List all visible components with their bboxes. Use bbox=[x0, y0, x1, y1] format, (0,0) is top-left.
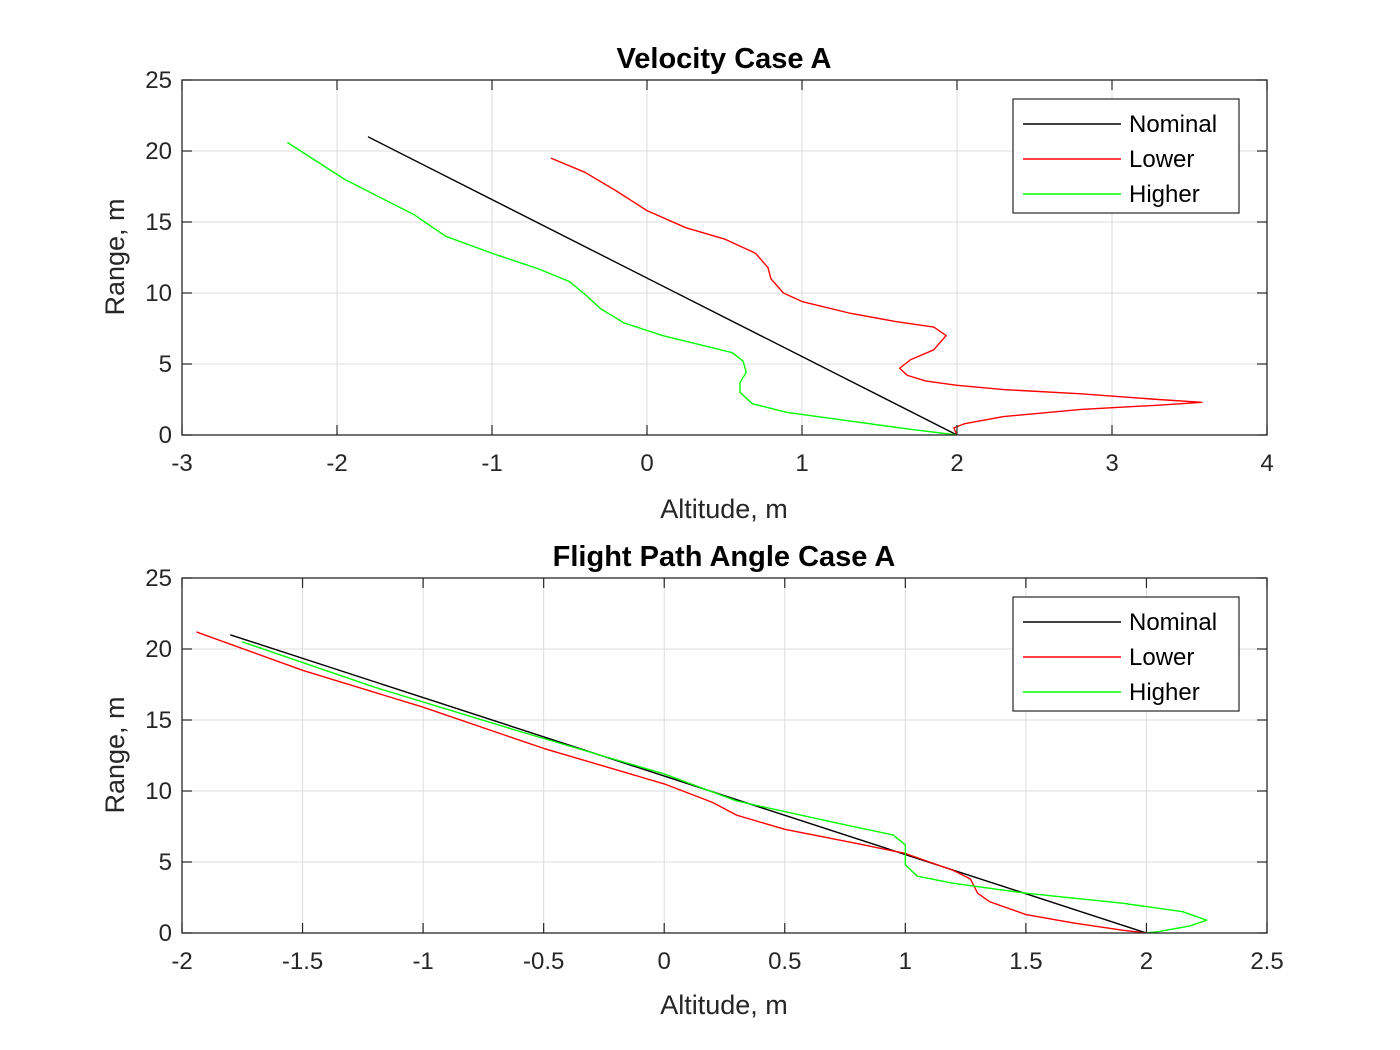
series-line-lower bbox=[196, 631, 1147, 933]
x-tick-label: 2 bbox=[950, 450, 963, 477]
velocity-plot: Velocity Case A Altitude, m Range, m -3 -… bbox=[100, 43, 1274, 524]
series-line-higher bbox=[242, 641, 1208, 933]
x-tick-label: 0.5 bbox=[768, 948, 801, 975]
legend-label: Lower bbox=[1129, 146, 1194, 173]
x-tick-label: -1 bbox=[412, 948, 433, 975]
x-tick-label: -1.5 bbox=[282, 948, 323, 975]
x-tick-label: 3 bbox=[1105, 450, 1118, 477]
x-tick-label: -1 bbox=[481, 450, 502, 477]
y-tick-label: 20 bbox=[145, 636, 172, 663]
legend: Nominal Lower Higher bbox=[1012, 98, 1240, 214]
axes-frame bbox=[181, 577, 1268, 934]
y-axis-label: Range, m bbox=[100, 198, 130, 315]
legend-label: Nominal bbox=[1129, 609, 1217, 636]
y-tick-label: 15 bbox=[145, 209, 172, 236]
y-tick-label: 20 bbox=[145, 138, 172, 165]
series-line-nominal bbox=[367, 136, 958, 435]
legend-label: Nominal bbox=[1129, 111, 1217, 138]
y-tick-label: 5 bbox=[159, 351, 172, 378]
series-line-nominal bbox=[230, 634, 1147, 933]
legend-label: Higher bbox=[1129, 181, 1200, 208]
x-tick-label: -2 bbox=[171, 948, 192, 975]
x-axis-label: Altitude, m bbox=[660, 990, 788, 1020]
flight-path-angle-plot: Flight Path Angle Case A Altitude, m Ran… bbox=[100, 541, 1284, 1020]
series-line-lower bbox=[550, 157, 1203, 435]
x-tick-label: 1 bbox=[795, 450, 808, 477]
series-line-higher bbox=[287, 141, 958, 435]
y-tick-label: 0 bbox=[159, 920, 172, 947]
x-tick-label: 0 bbox=[658, 948, 671, 975]
y-tick-label: 15 bbox=[145, 707, 172, 734]
legend-label: Higher bbox=[1129, 679, 1200, 706]
y-tick-label: 10 bbox=[145, 778, 172, 805]
y-tick-label: 5 bbox=[159, 849, 172, 876]
x-tick-label: -0.5 bbox=[523, 948, 564, 975]
y-tick-label: 25 bbox=[145, 565, 172, 592]
chart-title: Velocity Case A bbox=[617, 43, 832, 75]
x-tick-label: 1.5 bbox=[1009, 948, 1042, 975]
x-axis-label: Altitude, m bbox=[660, 494, 788, 524]
chart-title: Flight Path Angle Case A bbox=[553, 541, 896, 573]
x-tick-label: -2 bbox=[326, 450, 347, 477]
x-tick-label: 4 bbox=[1260, 450, 1273, 477]
x-tick-label: 0 bbox=[640, 450, 653, 477]
x-tick-label: 2.5 bbox=[1250, 948, 1283, 975]
x-tick-label: -3 bbox=[171, 450, 192, 477]
axes-frame bbox=[181, 79, 1268, 436]
y-tick-label: 0 bbox=[159, 422, 172, 449]
legend: Nominal Lower Higher bbox=[1012, 596, 1240, 712]
y-tick-label: 10 bbox=[145, 280, 172, 307]
x-tick-label: 1 bbox=[899, 948, 912, 975]
legend-label: Lower bbox=[1129, 644, 1194, 671]
x-tick-label: 2 bbox=[1140, 948, 1153, 975]
y-axis-label: Range, m bbox=[100, 696, 130, 813]
y-tick-label: 25 bbox=[145, 67, 172, 94]
